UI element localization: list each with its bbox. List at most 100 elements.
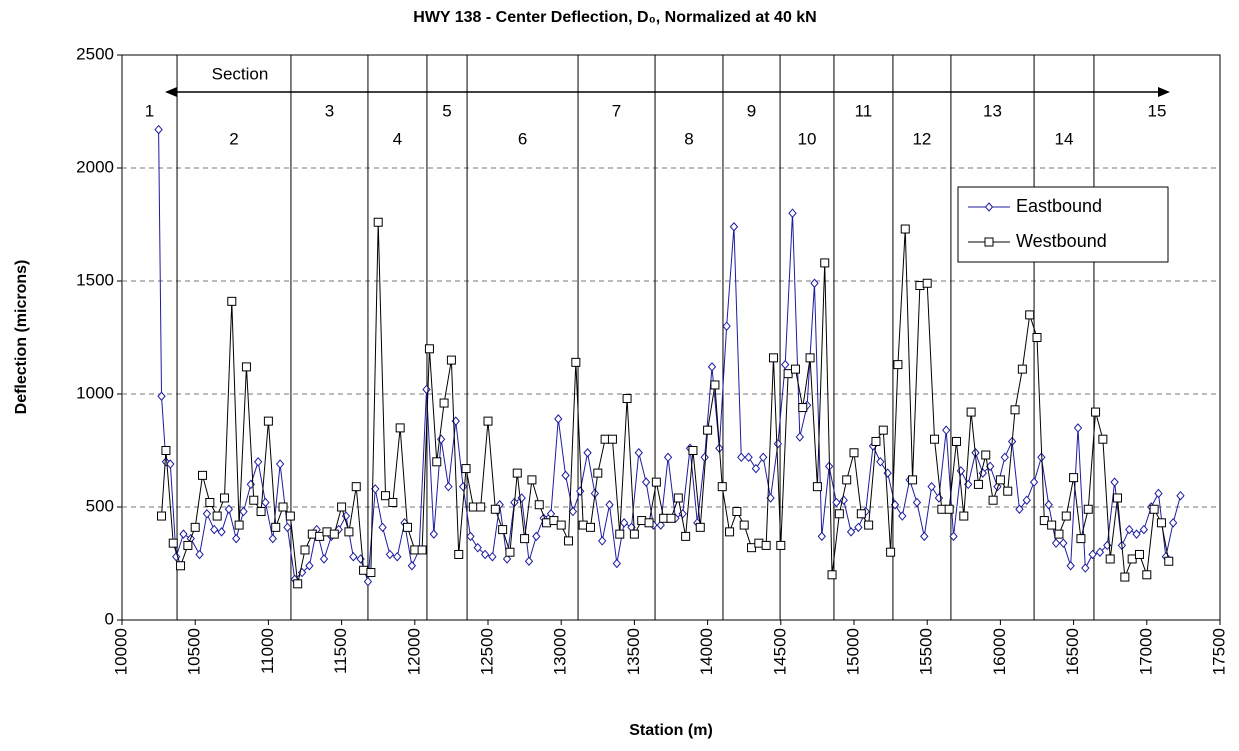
data-point <box>637 516 647 526</box>
data-point <box>956 466 966 476</box>
data-point <box>788 208 797 218</box>
data-point <box>920 531 929 542</box>
data-point <box>520 534 530 544</box>
data-point <box>1081 563 1090 573</box>
data-point <box>817 531 826 542</box>
data-point <box>585 522 595 532</box>
data-point <box>439 398 449 408</box>
data-point <box>232 533 241 544</box>
x-tick-label: 15000 <box>843 628 862 675</box>
data-point <box>842 475 852 485</box>
data-point <box>930 434 940 444</box>
data-point <box>1051 538 1061 548</box>
data-point <box>805 353 815 363</box>
data-point <box>915 281 925 291</box>
data-point <box>190 522 200 532</box>
data-point <box>524 556 534 566</box>
data-point <box>402 522 412 532</box>
data-point <box>388 497 398 507</box>
data-point <box>1139 524 1149 535</box>
data-point <box>1003 486 1013 496</box>
data-point <box>812 482 822 492</box>
data-point <box>454 549 464 559</box>
data-point <box>473 542 482 553</box>
section-label: 8 <box>684 129 693 148</box>
data-point <box>598 536 607 546</box>
data-point <box>283 522 292 533</box>
plot-area <box>121 54 1221 621</box>
data-point <box>476 502 486 512</box>
data-point <box>300 545 310 555</box>
data-point <box>285 511 295 521</box>
data-point <box>263 416 273 426</box>
section-label: 12 <box>912 129 931 148</box>
data-point <box>959 511 969 521</box>
data-point <box>224 504 234 515</box>
data-point <box>1073 423 1083 433</box>
y-tick-label: 1500 <box>76 270 114 289</box>
data-point <box>1025 310 1035 320</box>
data-point <box>532 531 541 542</box>
data-point <box>966 407 976 417</box>
data-point <box>315 531 325 541</box>
data-point <box>1120 572 1130 582</box>
x-tick-label: 16000 <box>990 628 1009 675</box>
data-point <box>234 520 244 530</box>
data-point <box>876 457 885 467</box>
data-point <box>1134 549 1144 559</box>
data-point <box>717 482 727 492</box>
data-point <box>512 468 522 478</box>
data-point <box>864 520 874 530</box>
data-point <box>634 448 643 458</box>
data-point <box>179 529 188 539</box>
data-point <box>344 527 354 537</box>
data-point <box>1054 529 1064 539</box>
section-title: Section <box>212 64 269 83</box>
data-point <box>561 470 570 481</box>
data-point <box>751 463 761 474</box>
data-point <box>217 527 226 537</box>
data-point <box>725 527 735 537</box>
data-point <box>607 434 617 444</box>
data-point <box>747 543 757 553</box>
data-point <box>827 570 837 580</box>
data-point <box>359 565 369 575</box>
data-point <box>1010 405 1020 415</box>
section-label: 4 <box>393 129 402 148</box>
data-point <box>249 495 259 505</box>
data-point <box>1061 511 1071 521</box>
data-point <box>1125 524 1134 535</box>
data-point <box>1110 477 1119 487</box>
y-tick-label: 0 <box>105 609 114 628</box>
data-point <box>183 540 193 550</box>
data-point <box>1142 570 1152 580</box>
y-tick-label: 500 <box>86 496 114 515</box>
data-point <box>927 481 936 492</box>
data-point <box>1164 556 1174 566</box>
data-point <box>205 497 215 507</box>
data-point <box>466 531 475 542</box>
chart-title: HWY 138 - Center Deflection, D₀, Normali… <box>413 9 816 26</box>
data-point <box>1029 477 1039 487</box>
data-point <box>619 518 629 528</box>
section-label: 1 <box>145 101 154 120</box>
data-point <box>1088 549 1097 560</box>
data-point <box>210 524 219 535</box>
data-point <box>256 507 266 517</box>
data-point <box>790 364 800 374</box>
data-point <box>436 434 446 444</box>
section-label: 9 <box>747 101 756 120</box>
data-point <box>239 506 248 517</box>
data-point <box>241 362 251 372</box>
data-point <box>1015 504 1024 515</box>
data-point <box>253 457 263 467</box>
data-point <box>783 369 793 379</box>
data-point <box>1017 364 1027 374</box>
x-tick-label: 16500 <box>1063 628 1082 675</box>
data-point <box>795 432 804 442</box>
section-label: 3 <box>325 101 334 120</box>
data-point <box>898 511 907 521</box>
data-point <box>1047 520 1057 530</box>
legend-label: Westbound <box>1016 231 1107 251</box>
section-label: 14 <box>1055 129 1074 148</box>
